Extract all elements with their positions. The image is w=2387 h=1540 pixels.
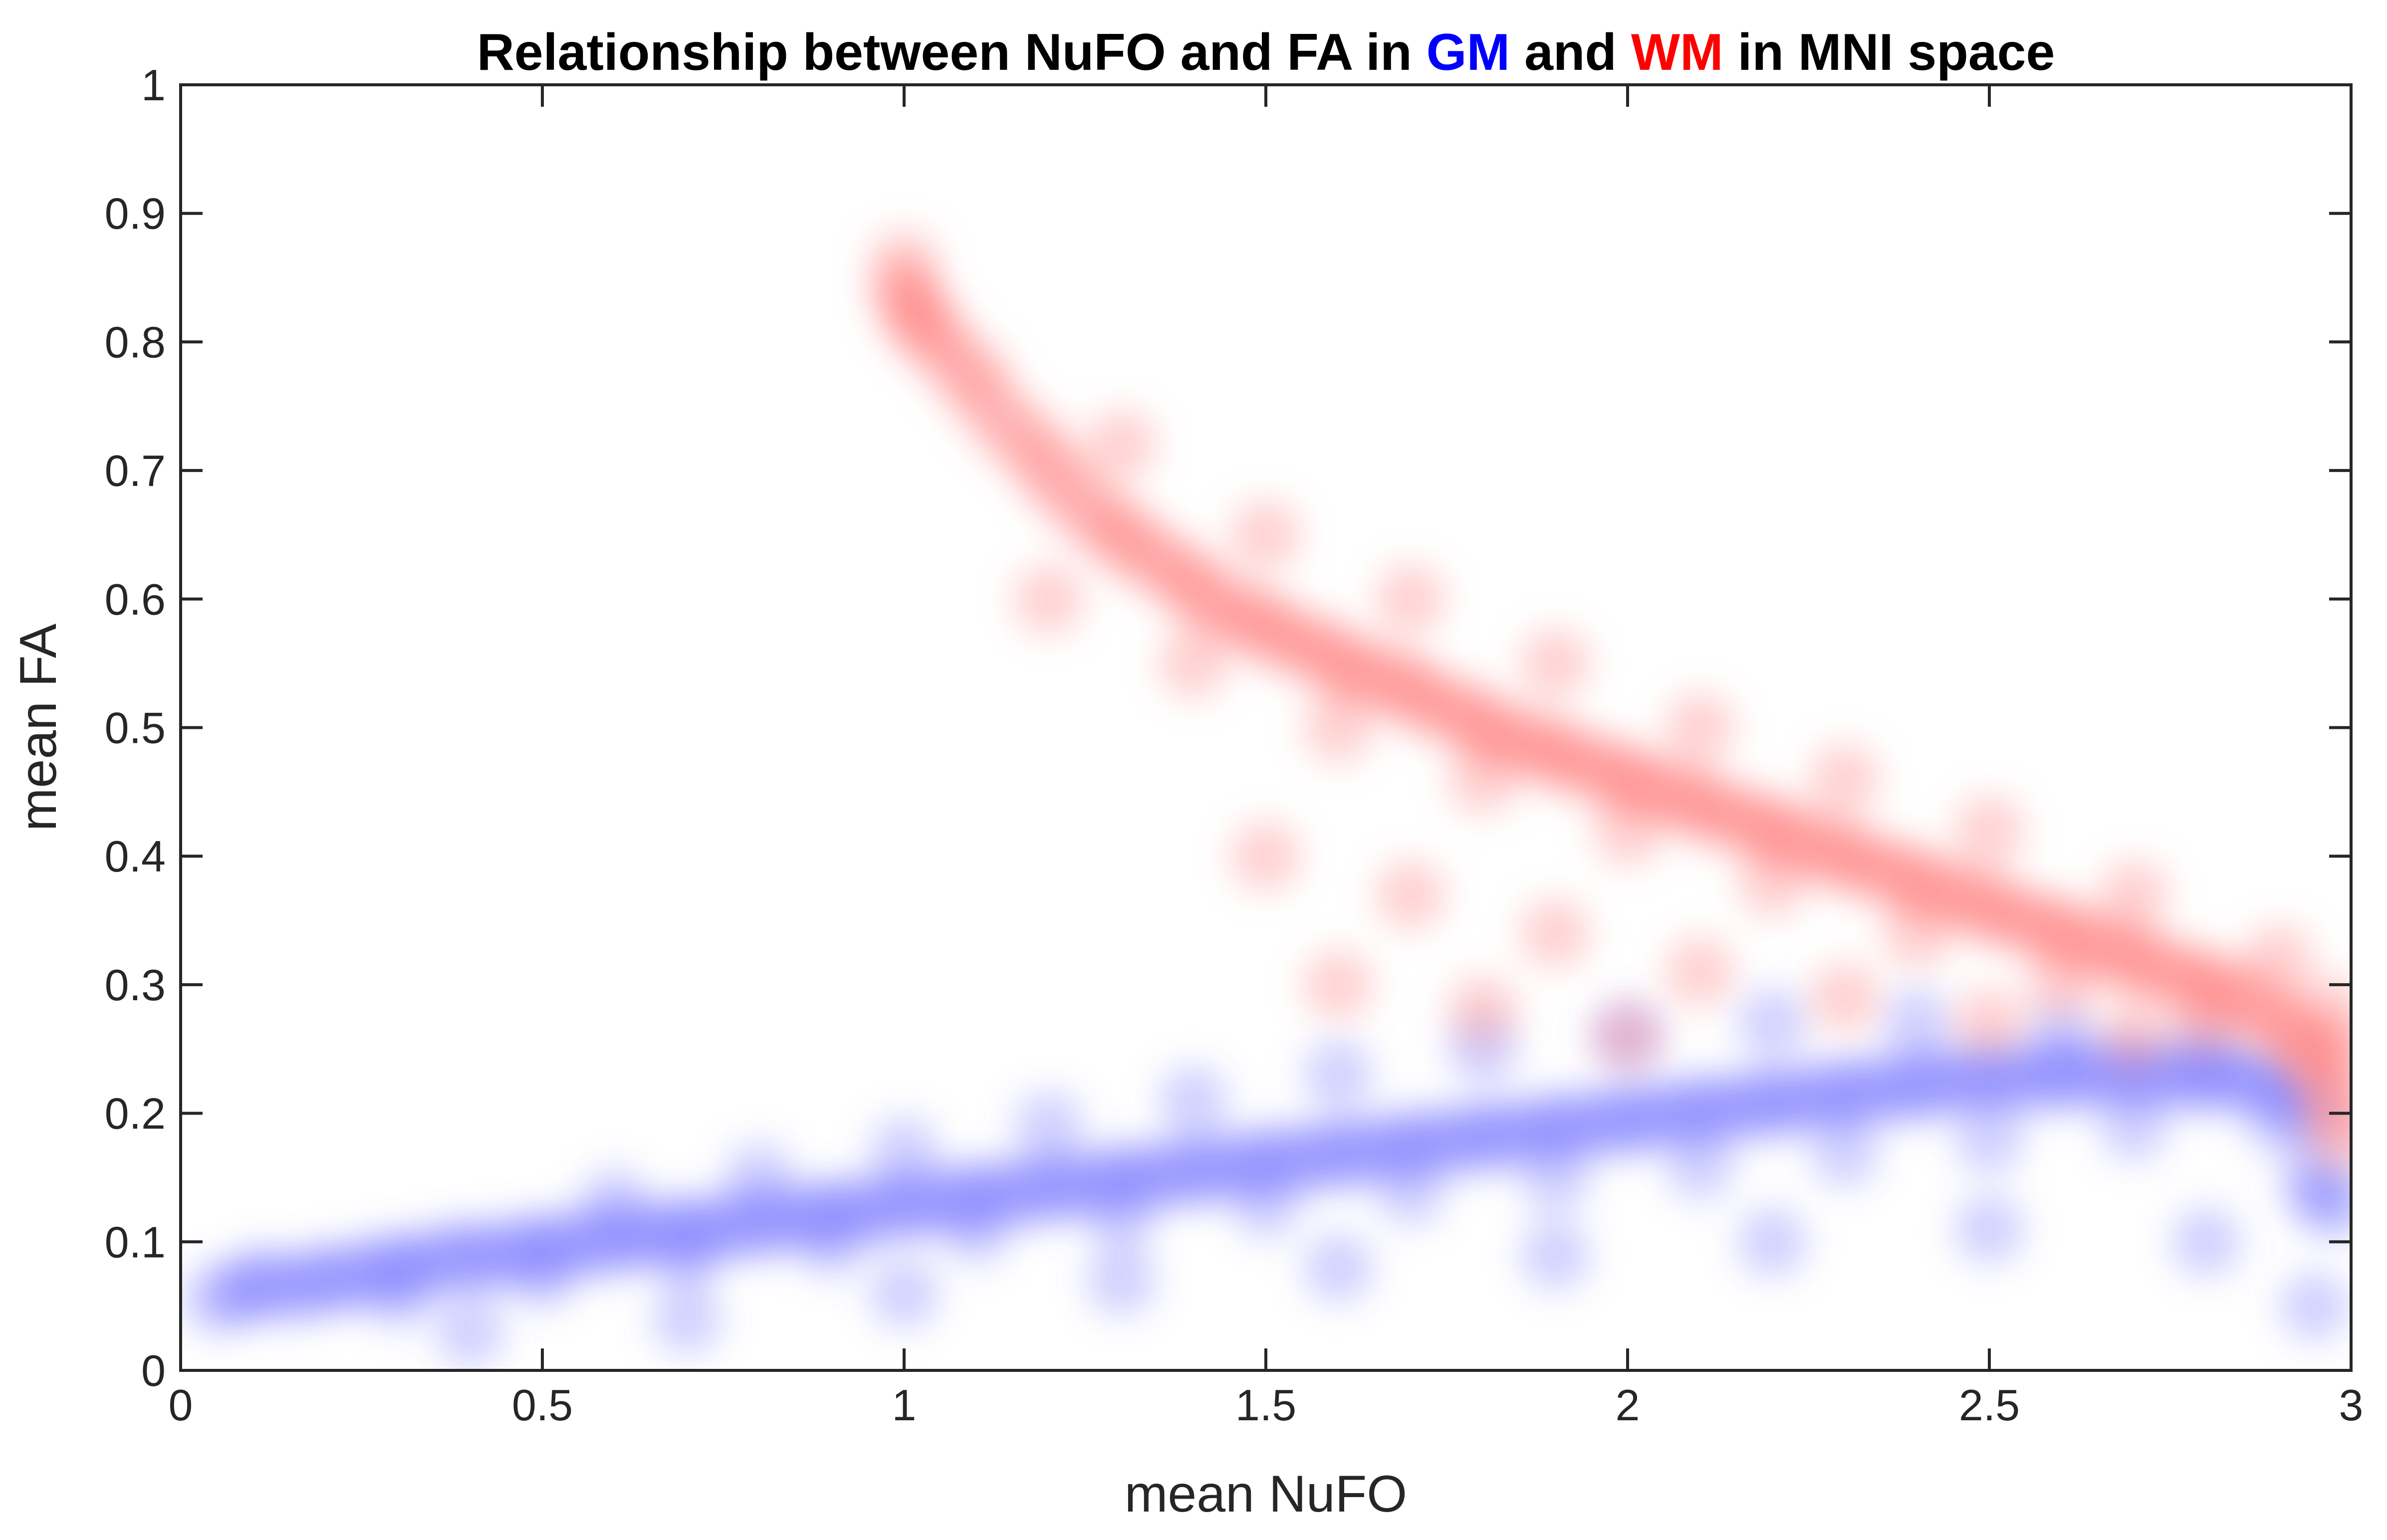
point-gm-136 [869,1116,939,1187]
point-gm-128 [1520,1142,1590,1213]
x-tick-label-0: 0 [169,1380,193,1430]
point-gm-155 [2280,1271,2350,1341]
point-wm-90 [1303,692,1373,763]
point-wm-97 [1086,410,1156,480]
y-tick-label-1: 0.1 [105,1217,166,1267]
point-gm-144 [2027,1001,2097,1071]
point-wm-107 [1376,860,1445,930]
point-gm-131 [1954,1104,2024,1174]
point-wm-109 [1665,937,1735,1007]
point-wm-89 [1159,628,1228,698]
point-gm-119 [2302,1168,2351,1238]
y-tick-label-7: 0.7 [105,446,166,495]
point-wm-103 [1954,795,2024,866]
y-tick-label-6: 0.6 [105,575,166,624]
title-part-wm: WM [1631,23,1723,81]
point-gm-133 [2244,1085,2314,1155]
series-layer [182,229,2351,1367]
point-gm-121 [507,1239,577,1309]
point-wm-92 [1593,795,1663,866]
point-gm-146 [435,1297,505,1367]
point-gm-127 [1376,1155,1445,1226]
point-gm-138 [1159,1065,1228,1135]
point-wm-94 [1882,898,1952,968]
series-wm [869,229,2351,1174]
point-gm-124 [942,1194,1011,1264]
point-gm-123 [797,1207,867,1277]
point-wm-114 [1448,975,1518,1046]
point-wm-110 [1810,962,1880,1033]
point-gm-134 [580,1168,650,1238]
tick-marks [179,83,2353,1372]
point-gm-135 [724,1142,794,1213]
point-wm-88 [1014,564,1084,634]
x-tick-label-6: 3 [2339,1380,2364,1430]
point-gm-143 [1882,988,1952,1059]
point-wm-115 [1593,1001,1663,1071]
y-tick-label-3: 0.3 [105,960,166,1010]
y-tick-label-0: 0 [141,1346,166,1395]
point-wm-100 [1520,628,1590,698]
point-wm-105 [2244,924,2314,994]
title-part-3: and [1510,23,1631,81]
point-gm-122 [652,1220,722,1290]
point-wm-101 [1665,692,1735,763]
y-tick-label-10: 1 [141,60,166,110]
point-gm-148 [869,1258,939,1328]
point-wm-99 [1376,564,1445,634]
point-gm-139 [1303,1040,1373,1110]
point-gm-130 [1810,1116,1880,1187]
point-gm-152 [1737,1207,1807,1277]
y-tick-label-5: 0.5 [105,703,166,753]
point-wm-85 [2309,1104,2351,1174]
series-gm [182,988,2351,1367]
x-tick-labels: 0 0.5 1 1.5 2 2.5 3 [169,1380,2364,1430]
x-tick-label-1: 0.5 [512,1380,573,1430]
point-gm-153 [1954,1194,2024,1264]
point-wm-112 [2099,1001,2169,1071]
y-tick-label-2: 0.2 [105,1089,166,1138]
point-gm-132 [2099,1091,2169,1161]
y-tick-label-8: 0.8 [105,317,166,367]
y-axis-label: mean FA [9,623,67,831]
point-gm-147 [652,1284,722,1354]
x-tick-label-5: 2.5 [1959,1380,2020,1430]
title-part-5: in MNI space [1723,23,2055,81]
title-part-gm: GM [1427,23,1510,81]
point-gm-154 [2171,1207,2241,1277]
point-wm-87 [2294,975,2351,1046]
point-wm-111 [1954,988,2024,1059]
x-tick-label-3: 1.5 [1235,1380,1296,1430]
point-wm-93 [1737,847,1807,917]
chart-title: Relationship between NuFO and FA in GM a… [477,23,2055,81]
y-tick-label-9: 0.9 [105,189,166,238]
point-gm-129 [1665,1129,1735,1200]
y-tick-labels: 0 0.1 0.2 0.3 0.4 0.5 0.6 0.7 0.8 0.9 1 [105,60,166,1395]
x-tick-label-2: 1 [892,1380,917,1430]
y-tick-label-4: 0.4 [105,832,166,881]
point-wm-106 [1231,821,1301,891]
point-wm-95 [2027,949,2097,1020]
point-gm-149 [1086,1245,1156,1316]
point-gm-126 [1231,1168,1301,1238]
point-wm-91 [1448,744,1518,814]
x-axis-label: mean NuFO [1125,1465,1407,1523]
point-gm-142 [1737,988,1807,1059]
point-gm-125 [1086,1181,1156,1251]
point-wm-104 [2099,860,2169,930]
point-gm-150 [1303,1232,1373,1303]
point-wm-96 [2171,988,2241,1059]
title-part-1: Relationship between NuFO and FA in [477,23,1427,81]
point-gm-151 [1520,1220,1590,1290]
point-wm-113 [1303,949,1373,1020]
x-tick-label-4: 2 [1616,1380,1640,1430]
point-wm-108 [1520,898,1590,968]
point-wm-98 [1231,499,1301,570]
point-gm-120 [363,1258,433,1328]
point-wm-102 [1810,744,1880,814]
point-gm-137 [1014,1091,1084,1161]
